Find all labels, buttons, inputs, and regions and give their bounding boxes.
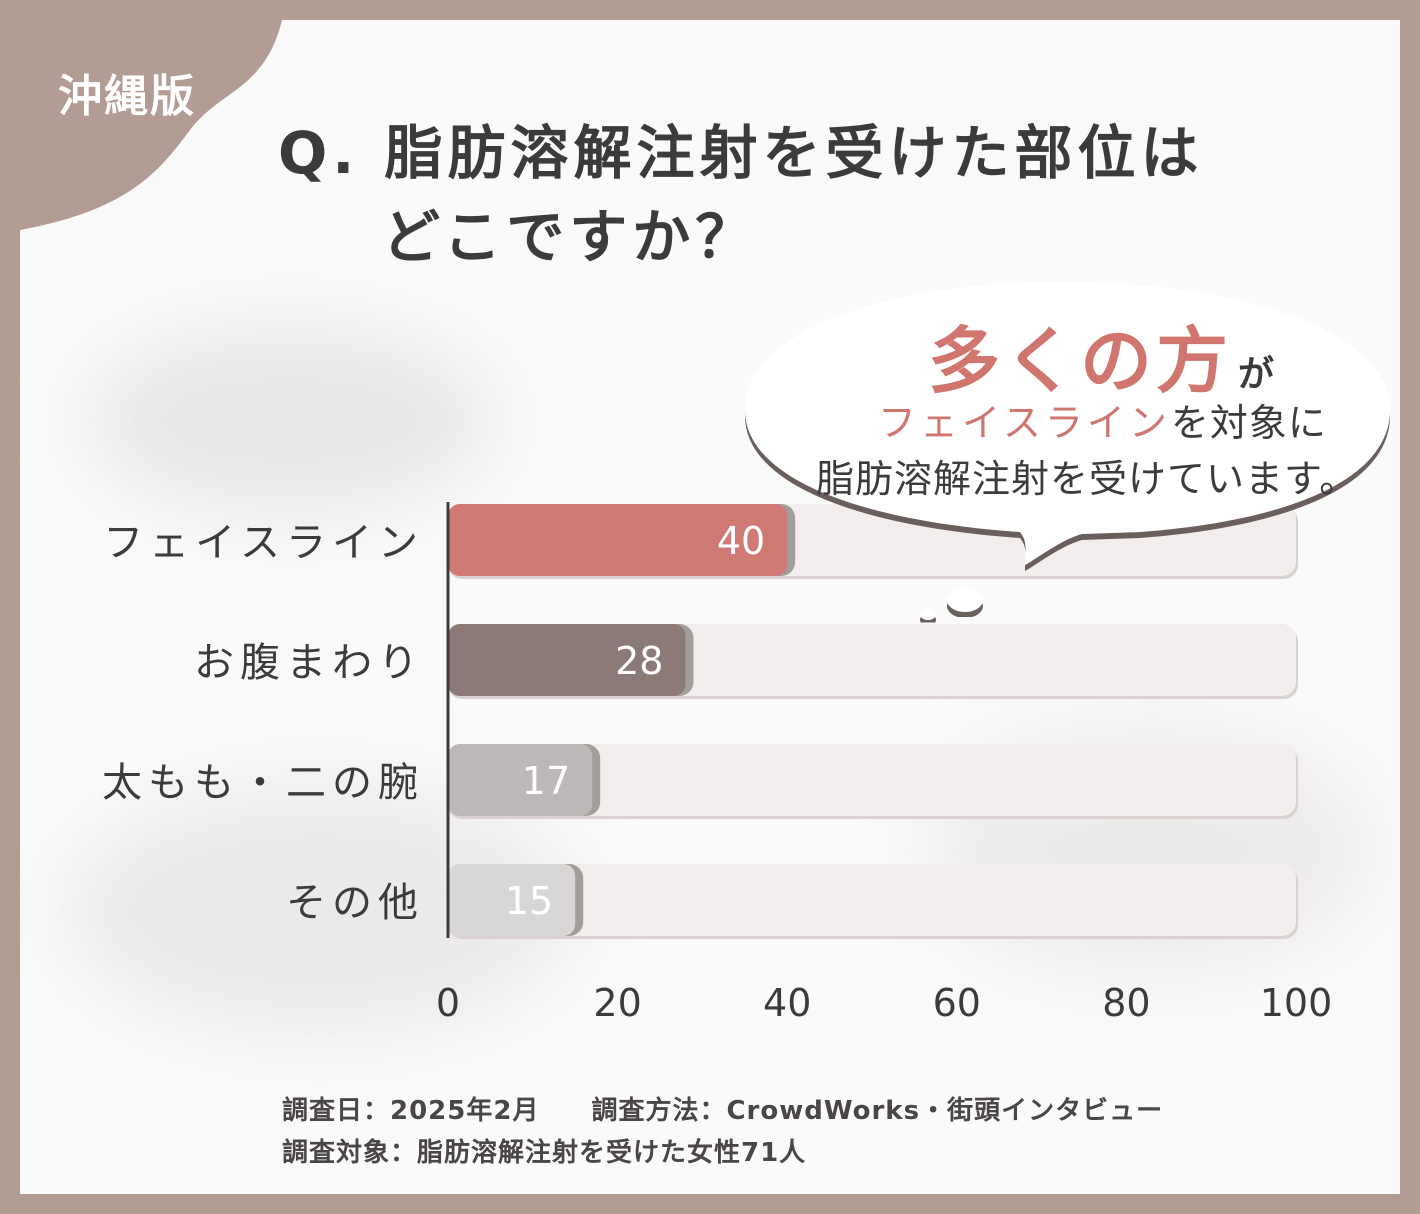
callout-particle: が <box>1238 354 1275 395</box>
bar-4 <box>448 864 576 936</box>
region-tag: 沖縄版 <box>58 71 196 122</box>
x-tick-labels: 0 20 40 60 80 100 <box>436 981 1332 1025</box>
callout-line2: フェイスラインを対象に <box>878 392 1327 447</box>
background-blur <box>80 320 500 520</box>
category-label: お腹まわり <box>194 640 424 686</box>
survey-note-line1: 調査日：2025年2月 調査方法：CrowdWorks・街頭インタビュー <box>282 1090 1163 1127</box>
bars: 40 28 17 15 <box>448 504 796 936</box>
callout-line2-emphasis: フェイスライン <box>878 401 1171 445</box>
bar-value-label: 17 <box>522 759 570 803</box>
speech-bubble <box>745 282 1390 620</box>
bar-2 <box>448 624 686 696</box>
survey-subject: 調査対象：脂肪溶解注射を受けた女性71人 <box>282 1138 807 1168</box>
card: 沖縄版 Q. 脂肪溶解注射を受けた部位は どこですか？ 40 28 17 15 フェイ… <box>20 20 1400 1194</box>
bar-track <box>448 864 1296 936</box>
bar-value-label: 40 <box>717 519 765 563</box>
x-tick-label: 80 <box>1102 981 1150 1025</box>
callout-emphasis: 多くの方 <box>928 319 1233 403</box>
bar-track <box>448 744 1296 816</box>
category-label: フェイスライン <box>103 520 424 566</box>
x-tick-label: 60 <box>933 981 981 1025</box>
bar-3 <box>448 744 593 816</box>
callout-headline: 多くの方が <box>928 302 1274 407</box>
corner-tab-shape <box>20 20 282 230</box>
callout-line3: 脂肪溶解注射を受けています。 <box>816 457 1359 501</box>
question-title-line1: Q. 脂肪溶解注射を受けた部位は <box>278 119 1204 187</box>
x-tick-label: 0 <box>436 981 460 1025</box>
x-tick-label: 100 <box>1260 981 1333 1025</box>
category-label: その他 <box>286 880 424 926</box>
question-title-line2: どこですか？ <box>382 203 759 271</box>
x-tick-label: 20 <box>593 981 641 1025</box>
survey-date: 調査日：2025年2月 <box>282 1096 540 1126</box>
bar-value-label: 15 <box>505 879 553 923</box>
x-tick-label: 40 <box>763 981 811 1025</box>
callout-line2-rest: を対象に <box>1170 401 1327 445</box>
category-label: 太もも・二の腕 <box>102 760 424 806</box>
survey-method: 調査方法：CrowdWorks・街頭インタビュー <box>591 1096 1164 1126</box>
bar-value-label: 28 <box>615 639 663 683</box>
bar-1 <box>448 504 788 576</box>
